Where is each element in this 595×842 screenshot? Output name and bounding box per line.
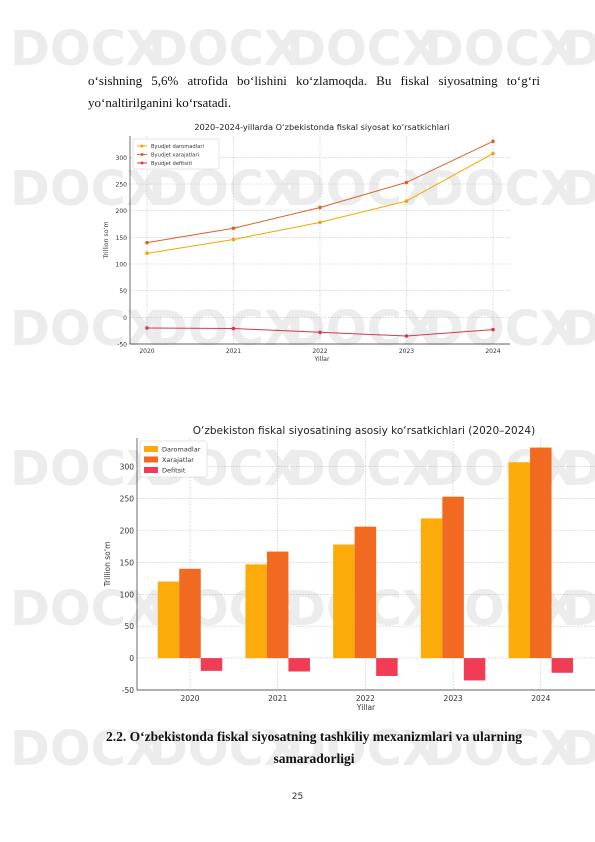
section-heading-line-2: samaradorligi xyxy=(273,751,355,766)
legend-label: Byudjet defitsiti xyxy=(151,161,192,167)
x-tick-label: 2021 xyxy=(226,348,241,355)
x-axis-label: Yillar xyxy=(313,356,330,363)
data-point xyxy=(318,220,322,225)
y-tick-label: 50 xyxy=(124,622,134,631)
y-tick-label: 50 xyxy=(119,288,127,295)
data-point xyxy=(491,139,495,144)
watermark-text: DOCX xyxy=(562,301,595,357)
y-tick-label: 100 xyxy=(120,590,135,599)
data-point xyxy=(318,330,322,335)
fiscal-line-chart: 2020–2024-yillarda O‘zbekistonda fiskal … xyxy=(103,122,510,363)
watermark-text: DOCX xyxy=(562,161,595,217)
bar xyxy=(508,462,531,659)
section-heading-line-1: 2.2. O‘zbekistonda fiskal siyosatning ta… xyxy=(106,729,522,744)
y-tick-label: 200 xyxy=(120,527,135,536)
x-tick-label: 2022 xyxy=(312,348,327,355)
legend-label: Daromadlar xyxy=(162,446,201,454)
watermark-text: DOCX xyxy=(424,21,577,77)
data-point xyxy=(491,327,495,332)
paragraph-line-1: o‘sishning 5,6% atrofida bo‘lishini ko‘z… xyxy=(88,73,540,88)
legend-swatch xyxy=(144,446,158,452)
bar xyxy=(442,496,464,659)
y-tick-label: 250 xyxy=(116,182,128,189)
y-tick-label: 250 xyxy=(120,495,135,504)
bar xyxy=(420,518,443,659)
y-tick-label: 100 xyxy=(116,262,128,269)
watermark-text: DOCX xyxy=(10,21,163,77)
chart-title: 2020–2024-yillarda O‘zbekistonda fiskal … xyxy=(194,122,449,132)
legend-swatch xyxy=(144,456,158,463)
y-tick-label: 0 xyxy=(123,315,127,322)
legend-label: Byudjet daromadlari xyxy=(151,144,204,150)
bar xyxy=(288,658,310,672)
bar xyxy=(463,658,486,681)
x-tick-label: 2020 xyxy=(139,348,154,355)
chart-legend: Byudjet daromadlari Byudjet xarajatlari By… xyxy=(132,138,220,170)
y-tick-label: 150 xyxy=(120,558,135,567)
data-point xyxy=(491,151,495,156)
x-tick-label: 2020 xyxy=(180,694,199,703)
data-point xyxy=(404,199,409,203)
x-tick-label: 2022 xyxy=(356,694,375,703)
y-axis-label: Trillion so‘m xyxy=(103,222,110,260)
bar xyxy=(245,564,267,659)
chart-title: O‘zbekiston fiskal siyosatining asosiy k… xyxy=(193,425,535,437)
y-tick-label: 150 xyxy=(116,235,128,242)
fiscal-bar-chart: O‘zbekiston fiskal siyosatining asosiy k… xyxy=(103,425,595,712)
data-point xyxy=(145,240,149,245)
data-point xyxy=(231,326,236,331)
y-tick-label: 200 xyxy=(116,208,128,215)
legend-label: Byudjet xarajatlari xyxy=(151,153,199,159)
bar xyxy=(354,526,377,659)
data-point xyxy=(145,251,149,256)
data-point xyxy=(231,237,236,242)
bar xyxy=(179,568,201,659)
bar xyxy=(551,658,574,673)
y-tick-label: 300 xyxy=(120,463,135,472)
watermark-text: DOCX xyxy=(286,21,439,77)
body-paragraph: o‘sishning 5,6% atrofida bo‘lishini ko‘z… xyxy=(88,70,540,114)
y-tick-label: 300 xyxy=(116,155,128,162)
legend-marker xyxy=(140,144,144,148)
data-point xyxy=(231,226,236,231)
page-number: 25 xyxy=(291,792,304,802)
bar xyxy=(266,551,289,659)
legend-label: Defitsit xyxy=(162,467,186,475)
bar xyxy=(530,447,552,659)
bar xyxy=(200,658,223,671)
bar xyxy=(333,544,355,659)
legend-swatch xyxy=(144,467,158,473)
legend-label: Xarajatlar xyxy=(162,456,194,464)
x-tick-label: 2023 xyxy=(444,694,463,703)
bar xyxy=(376,658,398,676)
x-tick-label: 2024 xyxy=(531,694,550,703)
y-axis-label: Trillion so‘m xyxy=(103,542,112,588)
legend-box xyxy=(132,138,220,170)
watermark-text: DOCX xyxy=(148,21,301,77)
watermark-text: DOCX xyxy=(562,721,595,777)
section-heading: 2.2. O‘zbekistonda fiskal siyosatning ta… xyxy=(88,726,540,770)
legend-marker xyxy=(140,153,144,156)
x-tick-label: 2023 xyxy=(399,348,414,355)
paragraph-line-2: yo‘naltirilganini ko‘rsatadi. xyxy=(88,95,231,110)
chart-legend: Daromadlar Xarajatlar Defitsit xyxy=(139,440,208,478)
bar xyxy=(157,581,180,659)
y-tick-label: -50 xyxy=(122,686,134,695)
legend-marker xyxy=(140,161,144,165)
x-tick-label: 2021 xyxy=(268,694,287,703)
watermark-text: DOCX xyxy=(562,21,595,77)
data-point xyxy=(404,334,409,338)
y-tick-label: 0 xyxy=(129,654,134,663)
data-point xyxy=(318,205,322,210)
data-point xyxy=(145,326,149,330)
y-tick-label: -50 xyxy=(117,342,127,349)
data-point xyxy=(404,180,409,185)
x-tick-label: 2024 xyxy=(485,348,500,355)
x-axis-label: Yillar xyxy=(356,703,376,712)
